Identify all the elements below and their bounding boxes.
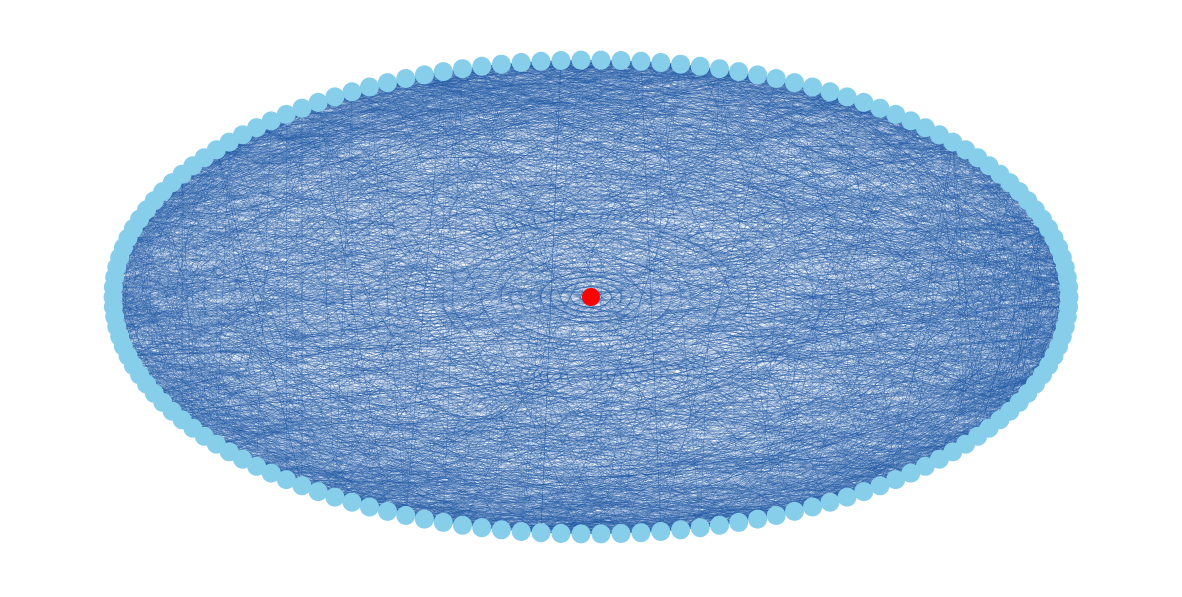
- graph-node: [233, 449, 253, 469]
- center-node: [582, 288, 600, 306]
- graph-node: [472, 518, 492, 538]
- graph-node: [837, 487, 857, 507]
- graph-node: [651, 522, 671, 541]
- graph-node: [803, 497, 822, 517]
- graph-node: [915, 456, 935, 476]
- graph-node: [870, 476, 890, 496]
- graph-node: [325, 487, 345, 507]
- graph-node: [491, 54, 511, 74]
- graph-node: [611, 51, 631, 70]
- graph-node: [472, 56, 492, 76]
- graph-node: [729, 62, 749, 82]
- outer-node-layer: [103, 50, 1079, 544]
- graph-node: [690, 56, 710, 76]
- graph-node: [247, 456, 267, 476]
- graph-node: [414, 509, 434, 529]
- graph-node: [292, 476, 312, 496]
- graph-node: [433, 62, 453, 82]
- graph-node: [671, 54, 691, 74]
- graph-node: [611, 524, 631, 543]
- graph-node: [571, 50, 591, 70]
- graph-node: [378, 501, 397, 521]
- graph-node: [378, 73, 397, 93]
- graph-node: [1059, 297, 1079, 317]
- graph-node: [671, 520, 691, 540]
- graph-node: [766, 506, 786, 525]
- graph-node: [531, 51, 551, 71]
- graph-node: [915, 118, 935, 138]
- graph-node: [261, 111, 281, 131]
- graph-node: [491, 520, 511, 540]
- graph-node: [854, 92, 874, 112]
- graph-node: [276, 104, 296, 124]
- graph-node: [766, 69, 786, 88]
- graph-node: [531, 523, 551, 543]
- graph-node: [785, 73, 804, 93]
- graph-node: [571, 524, 591, 544]
- graph-node: [360, 77, 379, 97]
- graph-node: [360, 497, 379, 517]
- graph-node: [854, 482, 874, 502]
- graph-node: [342, 492, 362, 512]
- graph-node: [803, 77, 822, 97]
- graph-node: [837, 87, 857, 107]
- graph-node: [325, 87, 345, 107]
- graph-node: [453, 59, 472, 79]
- graph-node: [308, 482, 328, 502]
- graph-node: [901, 463, 921, 483]
- graph-node: [511, 522, 531, 541]
- graph-node: [261, 463, 281, 483]
- graph-node: [308, 92, 328, 112]
- graph-node: [511, 53, 531, 72]
- graph-node: [591, 50, 611, 70]
- graph-node: [785, 501, 804, 521]
- graph-node: [929, 125, 949, 145]
- graph-node: [729, 512, 749, 532]
- graph-node: [886, 470, 906, 490]
- graph-node: [820, 492, 840, 512]
- graph-node: [710, 515, 729, 535]
- graph-node: [396, 69, 416, 88]
- graph-node: [414, 65, 434, 85]
- graph-node: [901, 111, 921, 131]
- graph-node: [342, 82, 362, 102]
- edges: [112, 59, 1070, 535]
- graph-node: [396, 506, 416, 525]
- graph-node: [631, 523, 651, 543]
- graph-node: [453, 515, 472, 535]
- graph-node: [631, 51, 651, 71]
- graph-node: [820, 82, 840, 102]
- graph-node: [551, 524, 571, 543]
- graph-node: [247, 118, 267, 138]
- graph-node: [870, 98, 890, 118]
- graph-node: [433, 512, 453, 532]
- graph-node: [710, 59, 729, 79]
- graph-node: [690, 518, 710, 538]
- edge-layer: [112, 59, 1070, 535]
- graph-node: [748, 65, 768, 85]
- graph-node: [748, 509, 768, 529]
- graph-node: [551, 51, 571, 70]
- graph-node: [292, 98, 312, 118]
- graph-node: [276, 470, 296, 490]
- graph-node: [886, 104, 906, 124]
- graph-node: [591, 524, 611, 544]
- graph-node: [651, 53, 671, 72]
